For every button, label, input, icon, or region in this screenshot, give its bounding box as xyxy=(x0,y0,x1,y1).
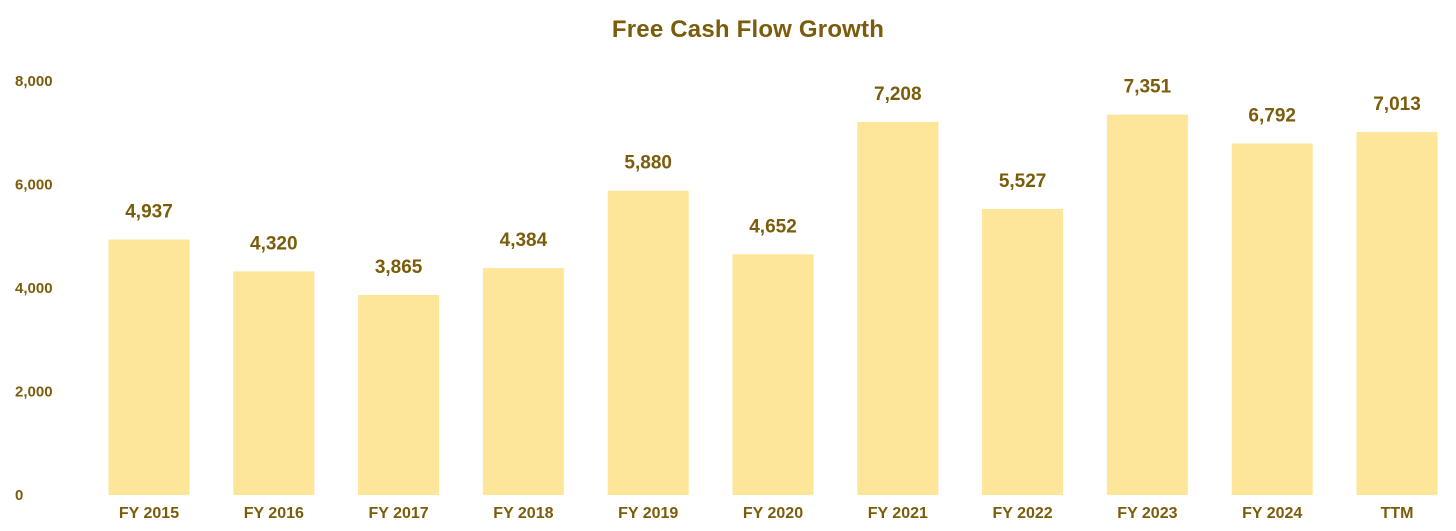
bar xyxy=(1106,114,1188,495)
bar xyxy=(482,268,564,495)
x-tick-label: TTM xyxy=(1381,505,1414,522)
y-tick-label: 8,000 xyxy=(15,73,53,90)
x-tick-label: FY 2018 xyxy=(493,505,553,522)
bar xyxy=(982,208,1064,495)
x-tick-label: FY 2020 xyxy=(743,505,803,522)
bar xyxy=(732,254,814,495)
bar xyxy=(358,294,440,495)
x-tick-label: FY 2021 xyxy=(868,505,928,522)
x-tick-label: FY 2024 xyxy=(1242,505,1302,522)
data-label: 7,208 xyxy=(874,84,922,105)
bar xyxy=(607,190,689,495)
bar xyxy=(233,271,315,495)
bar xyxy=(857,121,939,496)
data-label: 7,013 xyxy=(1373,94,1421,115)
data-label: 5,880 xyxy=(624,153,672,174)
y-tick-label: 6,000 xyxy=(15,177,53,194)
y-tick-label: 4,000 xyxy=(15,280,53,297)
data-label: 4,937 xyxy=(125,202,173,223)
data-label: 5,527 xyxy=(999,171,1047,192)
data-label: 4,320 xyxy=(250,233,298,254)
bar xyxy=(108,239,190,495)
y-tick-label: 0 xyxy=(15,487,23,504)
x-tick-label: FY 2019 xyxy=(618,505,678,522)
data-label: 6,792 xyxy=(1248,106,1296,127)
x-tick-label: FY 2016 xyxy=(244,505,304,522)
x-tick-label: FY 2022 xyxy=(992,505,1052,522)
x-tick-label: FY 2017 xyxy=(368,505,428,522)
data-label: 4,652 xyxy=(749,216,797,237)
chart-title: Free Cash Flow Growth xyxy=(611,16,885,43)
y-tick-label: 2,000 xyxy=(15,384,53,401)
bar xyxy=(1356,132,1438,495)
x-tick-label: FY 2015 xyxy=(119,505,179,522)
data-label: 4,384 xyxy=(500,230,548,251)
data-label: 7,351 xyxy=(1124,77,1172,98)
x-tick-label: FY 2023 xyxy=(1117,505,1177,522)
data-label: 3,865 xyxy=(375,257,423,278)
bar xyxy=(1231,143,1313,495)
